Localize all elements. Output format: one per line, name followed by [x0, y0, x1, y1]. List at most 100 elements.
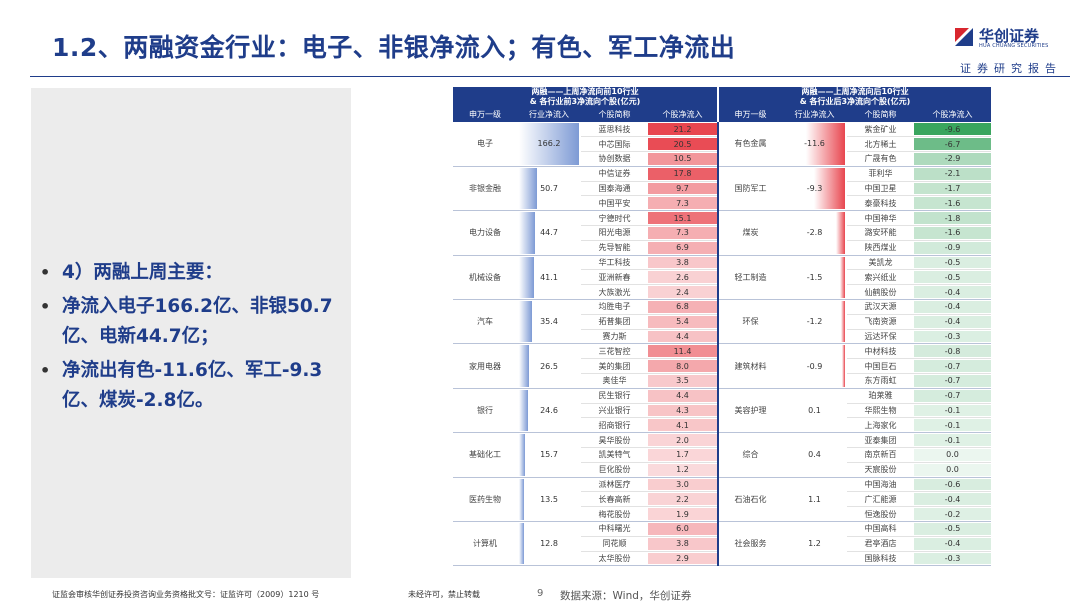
stock-name: 广汇能源: [847, 491, 915, 508]
industry-net-value: 24.6: [517, 388, 581, 434]
value-label: 1.9: [676, 509, 689, 519]
stock-name: 宁德时代: [581, 210, 648, 227]
column-header: 个股简称: [847, 107, 915, 122]
stock-name: 阳光电源: [581, 225, 648, 241]
stock-net-value: -0.5: [914, 521, 992, 537]
heat-bar: [648, 478, 718, 491]
industry-net-value: 26.5: [517, 343, 581, 389]
stock-net-value: -1.8: [914, 210, 992, 227]
table-row: 梅花股份 1.9 恒逸股份 -0.2: [453, 506, 992, 523]
value-label: -0.3: [944, 554, 961, 563]
table-row: 长春高新 2.2 广汇能源 -0.4: [453, 491, 992, 508]
table-row: 汽车 35.4 均胜电子 6.8 环保 -1.2 武汉天源 -0.4: [453, 299, 992, 345]
heat-bar: [914, 345, 992, 358]
industry-net-value: 0.1: [782, 388, 848, 434]
value-label: -0.5: [944, 272, 961, 282]
stock-net-value: -0.1: [914, 403, 992, 419]
value-label: -0.9: [944, 243, 961, 253]
industry-name: 综合: [717, 432, 783, 478]
stock-name: 先导智能: [581, 240, 648, 256]
heat-bar: [914, 271, 992, 284]
value-label: -2.9: [944, 154, 961, 164]
heat-bar: [914, 404, 992, 417]
stock-name: 远达环保: [847, 329, 915, 345]
value-label: 44.7: [540, 228, 558, 238]
value-label: -0.4: [944, 287, 961, 297]
stock-name: 梅花股份: [581, 506, 648, 523]
heat-bar: [648, 212, 718, 225]
value-label: -0.2: [944, 509, 961, 519]
stock-net-value: -0.4: [914, 491, 992, 508]
stock-net-value: 3.5: [648, 373, 719, 389]
bullet-item: • 净流出有色-11.6亿、军工-9.3亿、煤炭-2.8亿。: [40, 356, 340, 416]
value-label: -0.1: [944, 420, 961, 430]
heat-bar: [914, 493, 992, 506]
industry-bar: [519, 301, 532, 343]
stock-name: 美的集团: [581, 358, 648, 375]
industry-net-value: 15.7: [517, 432, 581, 478]
heat-bar: [914, 182, 992, 195]
table-row: 协创数据 10.5 广晟有色 -2.9: [453, 151, 992, 167]
heat-bar: [914, 138, 992, 151]
value-label: -1.5: [806, 272, 823, 282]
heat-bar: [648, 552, 718, 565]
value-label: -0.3: [944, 332, 961, 342]
heat-bar: [648, 241, 718, 254]
industry-name: 电力设备: [453, 210, 517, 256]
column-header: 个股简称: [581, 107, 648, 122]
industry-bar: [519, 167, 538, 210]
table-row: 美的集团 8.0 中国巨石 -0.7: [453, 358, 992, 375]
table-row: 银行 24.6 民生银行 4.4 美容护理 0.1 珀莱雅 -0.7: [453, 388, 992, 434]
value-label: 0.0: [946, 450, 959, 460]
value-label: 12.8: [540, 539, 558, 549]
industry-bar: [519, 123, 580, 165]
stock-name: 索兴纸业: [847, 269, 915, 286]
table-row: 计算机 12.8 中科曙光 6.0 社会服务 1.2 中国高科 -0.5: [453, 521, 992, 567]
value-label: 50.7: [540, 184, 558, 194]
value-label: -1.7: [944, 184, 961, 194]
stock-name: 中国神华: [847, 210, 915, 227]
stock-net-value: 6.0: [648, 521, 719, 537]
heat-bar: [914, 375, 992, 387]
stock-name: 亚泰集团: [847, 432, 915, 449]
stock-name: 凯美特气: [581, 447, 648, 463]
stock-name: 恒逸股份: [847, 506, 915, 523]
stock-name: 长春高新: [581, 491, 648, 508]
heat-bar: [914, 449, 992, 461]
industry-net-value: 13.5: [517, 477, 581, 523]
heat-bar: [648, 404, 718, 417]
stock-net-value: -0.4: [914, 536, 992, 552]
value-label: 2.2: [676, 494, 689, 504]
value-label: -0.4: [944, 302, 961, 312]
stock-net-value: 0.0: [914, 462, 992, 478]
value-label: -1.8: [944, 213, 961, 223]
stock-name: 中国海油: [847, 477, 915, 493]
stock-name: 菲利华: [847, 166, 915, 182]
heat-bar: [914, 212, 992, 225]
value-label: 13.5: [540, 494, 558, 504]
industry-name: 计算机: [453, 521, 517, 567]
table-row: 先导智能 6.9 陕西煤业 -0.9: [453, 240, 992, 256]
industry-net-value: 0.4: [782, 432, 848, 478]
left-table-title: 两融——上周净流向前10行业 & 各行业前3净流向个股(亿元): [453, 87, 719, 107]
industry-net-value: 1.2: [782, 521, 848, 567]
value-label: 1.1: [808, 494, 821, 504]
stock-net-value: 2.4: [648, 284, 719, 301]
heat-bar: [648, 271, 718, 284]
page-number: 9: [537, 588, 544, 599]
stock-net-value: 3.8: [648, 536, 719, 552]
value-label: 6.0: [676, 524, 689, 534]
value-label: -0.4: [944, 494, 961, 504]
heat-bar: [648, 301, 718, 313]
heat-bar: [648, 389, 718, 402]
stock-name: 中国高科: [847, 521, 915, 537]
table-row: 中芯国际 20.5 北方稀土 -6.7: [453, 136, 992, 153]
value-label: -0.4: [944, 539, 961, 549]
value-label: 1.7: [676, 450, 689, 460]
stock-name: 协创数据: [581, 151, 648, 167]
heat-bar: [648, 523, 718, 535]
industry-net-value: 12.8: [517, 521, 581, 567]
stock-name: 北方稀土: [847, 136, 915, 153]
value-label: 3.8: [676, 258, 689, 268]
stock-net-value: -0.7: [914, 373, 992, 389]
